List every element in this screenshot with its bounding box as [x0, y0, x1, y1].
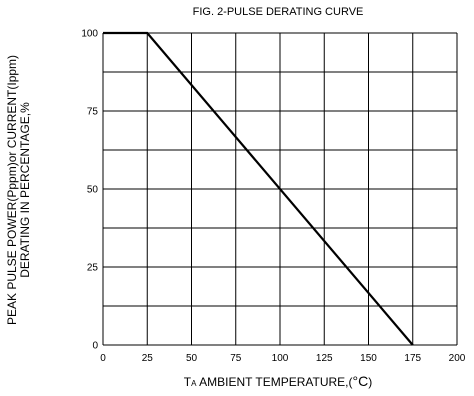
x-tick-label-175: 175 — [404, 353, 421, 364]
x-tick-label-125: 125 — [316, 353, 333, 364]
x-axis-title-suffix: ) — [368, 375, 372, 389]
x-axis-title-unit: °C — [353, 373, 369, 389]
y-tick-label-75: 75 — [87, 107, 99, 118]
y-axis-title-line1: PEAK PULSE POWER(Pppm)or CURRENT(Ippm) — [5, 55, 19, 325]
x-axis-title: TA AMBIENT TEMPERATURE,(°C) — [184, 373, 372, 389]
y-tick-label-25: 25 — [87, 263, 99, 274]
x-tick-labels: 0 25 50 75 100 125 150 175 200 — [100, 353, 466, 364]
y-tick-labels: 0 25 50 75 100 — [81, 29, 98, 352]
x-axis-title-prefix: T — [184, 375, 192, 389]
y-axis-title: PEAK PULSE POWER(Pppm)or CURRENT(Ippm) D… — [5, 55, 32, 325]
y-tick-label-50: 50 — [87, 185, 99, 196]
x-axis-title-subscript: A — [191, 379, 197, 388]
y-axis-title-line2: DERATING IN PERCENTAGE,% — [18, 102, 32, 278]
x-tick-label-25: 25 — [142, 353, 154, 364]
x-tick-label-100: 100 — [272, 353, 289, 364]
series-layer — [103, 31, 414, 346]
y-tick-label-100: 100 — [81, 29, 98, 40]
x-axis-title-main: AMBIENT TEMPERATURE,( — [196, 375, 352, 389]
x-tick-label-50: 50 — [186, 353, 198, 364]
x-tick-label-150: 150 — [360, 353, 377, 364]
x-tick-label-0: 0 — [100, 353, 106, 364]
chart-title: FIG. 2-PULSE DERATING CURVE — [193, 6, 364, 18]
y-tick-label-0: 0 — [92, 341, 98, 352]
series-line-0 — [103, 31, 414, 346]
x-tick-label-200: 200 — [449, 353, 466, 364]
x-tick-label-75: 75 — [230, 353, 242, 364]
